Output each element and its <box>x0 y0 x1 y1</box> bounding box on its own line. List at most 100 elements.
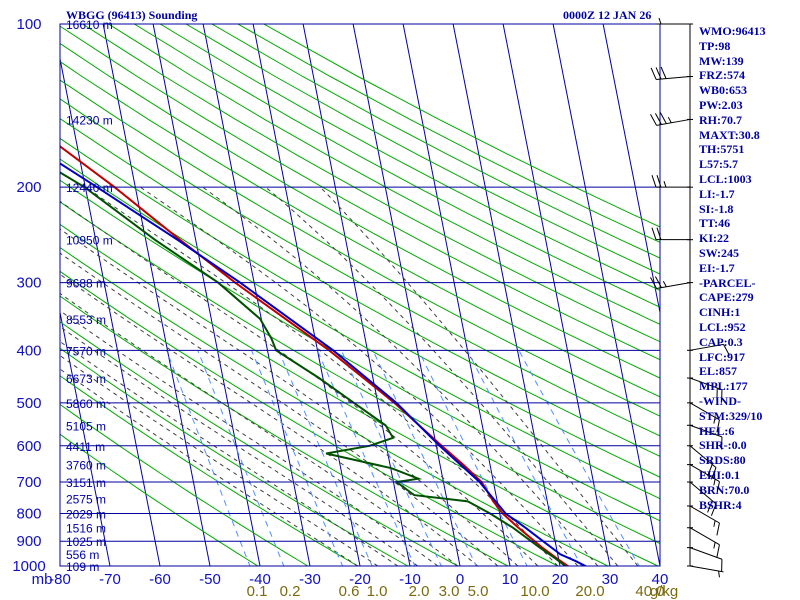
wind-barb <box>687 402 720 433</box>
parameter-line: FRZ:574 <box>699 68 745 83</box>
wind-barb <box>687 445 717 480</box>
dry-adiabat <box>60 179 660 522</box>
height-label: 9688 m <box>66 277 106 291</box>
wind-barb <box>687 527 720 558</box>
pressure-tick-label: 100 <box>16 16 41 33</box>
parameter-line: LCL:952 <box>699 319 746 334</box>
parameter-line: TT:46 <box>699 216 731 231</box>
isotherm-line <box>452 24 561 566</box>
parameter-line: MW:139 <box>699 53 744 68</box>
plot-area <box>60 24 660 566</box>
wind-barb <box>687 547 723 572</box>
temperature-tick-label: -20 <box>349 571 371 588</box>
parameter-line: CAPE:279 <box>699 290 754 305</box>
temperature-tick-label: -30 <box>299 571 321 588</box>
pressure-tick-label: 300 <box>16 275 41 292</box>
moist-adiabat <box>60 354 379 566</box>
parameter-line: LCL:1003 <box>699 171 752 186</box>
parameter-line: BSHR:4 <box>699 497 742 512</box>
temperature-tick-label: 40 <box>652 571 669 588</box>
mixing-ratio-label: 20.0 <box>575 583 604 600</box>
parameter-line: EI:-1.7 <box>699 260 735 275</box>
temperature-tick-label: -80 <box>49 571 71 588</box>
mixing-ratio-line <box>518 350 640 566</box>
dry-adiabat <box>211 24 660 259</box>
parameter-line: KI:22 <box>699 231 729 246</box>
isotherm-line <box>552 24 660 566</box>
height-label: 16610 m <box>66 18 113 32</box>
mixing-ratio-line <box>316 350 416 566</box>
temperature-tick-label: 10 <box>502 571 519 588</box>
dry-adiabat <box>60 223 659 566</box>
dry-adiabat <box>60 158 660 500</box>
temperature-tick-label: 30 <box>602 571 619 588</box>
dry-adiabat <box>60 42 660 379</box>
parameter-line: MPL:177 <box>699 379 748 394</box>
wind-barb <box>687 377 723 403</box>
mixing-ratio-line <box>166 350 251 566</box>
dry-adiabat <box>185 24 660 275</box>
height-label: 8553 m <box>66 313 106 327</box>
parameter-line: LI:-1.7 <box>699 186 735 201</box>
wind-barb <box>687 424 723 450</box>
dry-adiabat <box>60 201 660 545</box>
dry-adiabat <box>60 79 660 417</box>
parameter-line: EHI:0.1 <box>699 467 741 482</box>
mixing-ratio-label: 0.1 <box>247 583 268 600</box>
wind-barb <box>687 464 720 495</box>
height-label: 12440 m <box>66 181 113 195</box>
mixing-ratio-label: 10.0 <box>520 583 549 600</box>
dry-adiabat <box>60 347 409 566</box>
parameter-line: L57:5.7 <box>699 157 738 172</box>
height-label: 7570 m <box>66 344 106 358</box>
parameter-line: HEL:6 <box>699 423 735 438</box>
dry-adiabat <box>134 24 660 308</box>
parameter-panel: WMO:96413 TP:98 MW:139 FRZ:574 WB0:653 PW:2.0… <box>699 24 799 512</box>
mixing-ratio-label: 2.0 <box>409 583 430 600</box>
parameter-line: SHR-:0.0 <box>699 438 747 453</box>
wind-barb <box>650 112 693 126</box>
mixing-ratio-label: 0.2 <box>280 583 301 600</box>
mixing-ratio-line <box>251 350 344 566</box>
station-title: WBGG (96413) Sounding <box>66 8 198 22</box>
pressure-tick-label: 700 <box>16 474 41 491</box>
height-label: 1025 m <box>66 535 106 549</box>
pressure-tick-label: 600 <box>16 438 41 455</box>
isotherm-line <box>302 24 411 566</box>
height-label: 556 m <box>66 548 99 562</box>
dry-adiabat <box>60 270 559 566</box>
mixing-ratio-line <box>340 350 442 566</box>
temperature-tick-label: -40 <box>249 571 271 588</box>
pressure-tick-label: 200 <box>16 179 41 196</box>
isotherm-line <box>402 24 511 566</box>
mixing-ratio-label: 0.6 <box>339 583 360 600</box>
parameter-line: STM:329/10 <box>699 408 763 423</box>
parameter-line: MAXT:30.8 <box>699 127 760 142</box>
height-label: 6673 m <box>66 372 106 386</box>
height-label: 5105 m <box>66 419 106 433</box>
dry-adiabat <box>60 403 309 566</box>
wind-barb <box>687 481 717 516</box>
dry-adiabat <box>60 375 359 566</box>
moist-adiabat <box>60 200 539 566</box>
isotherm-line <box>102 24 211 566</box>
dry-adiabat <box>60 295 509 566</box>
parameter-line: PW:2.03 <box>699 97 743 112</box>
mixing-ratio-line <box>372 350 477 566</box>
pressure-tick-label: 500 <box>16 395 41 412</box>
pressure-tick-label: 800 <box>16 505 41 522</box>
height-label: 5860 m <box>66 397 106 411</box>
isotherm-line <box>252 24 361 566</box>
parameter-line: RH:70.7 <box>699 112 742 127</box>
wind-barb <box>687 343 730 356</box>
moist-adiabat <box>265 186 619 566</box>
dry-adiabat <box>60 433 259 566</box>
dry-adiabat <box>60 137 660 478</box>
mixing-ratio-label: 3.0 <box>439 583 460 600</box>
mixing-ratio-label: 40.0 <box>635 583 664 600</box>
mixing-ratio-line <box>418 350 528 566</box>
isotherm-line <box>60 56 161 566</box>
wind-barb <box>651 227 693 241</box>
moist-adiabat <box>320 186 639 566</box>
